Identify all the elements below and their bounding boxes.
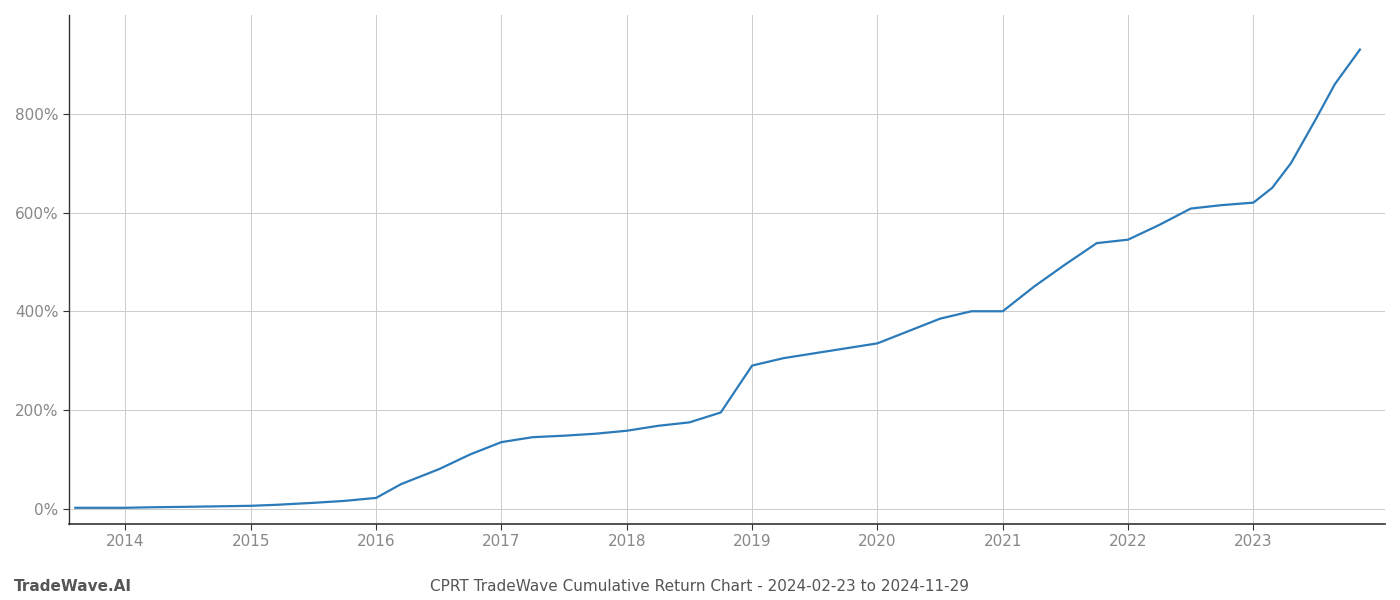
Text: TradeWave.AI: TradeWave.AI	[14, 579, 132, 594]
Text: CPRT TradeWave Cumulative Return Chart - 2024-02-23 to 2024-11-29: CPRT TradeWave Cumulative Return Chart -…	[431, 579, 969, 594]
